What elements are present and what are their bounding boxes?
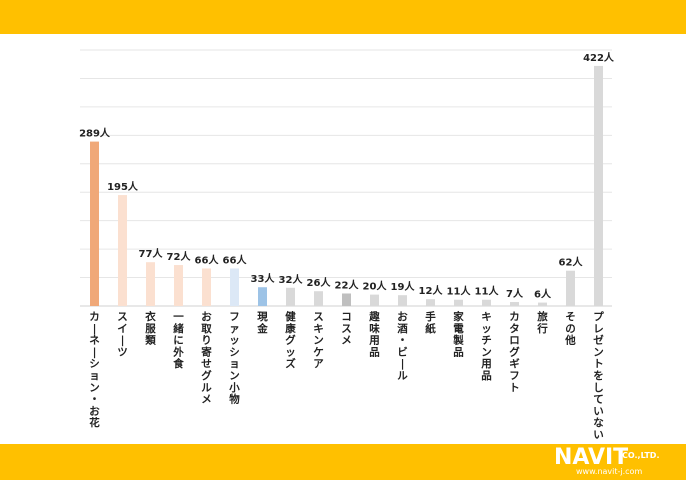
- data-label: 22人: [335, 278, 360, 291]
- category-label: キッチン用品: [480, 311, 492, 382]
- data-label: 12人: [419, 284, 444, 297]
- bar: [314, 291, 323, 306]
- logo-name: NAVIT: [554, 445, 629, 470]
- category-label: 現金: [256, 311, 268, 335]
- logo-url: www.navit-j.com: [576, 467, 643, 476]
- bar: [510, 302, 519, 306]
- bar: [146, 262, 155, 306]
- category-label: スイ|ツ: [117, 311, 128, 358]
- bar: [482, 299, 491, 306]
- top-banner: [0, 0, 686, 34]
- category-label: カ|ネ|ション・お花: [89, 311, 100, 429]
- data-label: 11人: [447, 285, 472, 298]
- navit-logo: NAVIT CO.,LTD. www.navit-j.com: [554, 446, 676, 478]
- bar: [258, 287, 267, 306]
- category-label: お酒・ビ|ル: [397, 311, 408, 382]
- data-label: 33人: [251, 272, 276, 285]
- category-label: スキンケア: [313, 311, 324, 370]
- data-label: 11人: [475, 285, 500, 298]
- data-label: 26人: [307, 276, 332, 289]
- bar: [454, 299, 463, 306]
- data-label: 289人: [79, 127, 111, 140]
- bar: [118, 195, 127, 306]
- bar: [594, 65, 603, 306]
- data-label: 422人: [583, 51, 615, 64]
- category-label: 健康グッズ: [285, 310, 296, 370]
- logo-company-suffix: CO.,LTD.: [622, 451, 660, 460]
- category-label: 一緒に外食: [172, 311, 184, 370]
- bar: [90, 141, 99, 306]
- category-label: 趣味用品: [368, 310, 380, 358]
- data-label: 20人: [363, 280, 388, 293]
- category-label: コスメ: [341, 311, 352, 347]
- data-label: 66人: [195, 253, 220, 266]
- bar: [286, 287, 295, 306]
- category-label: ファッション小物: [228, 311, 240, 406]
- data-label: 77人: [139, 247, 164, 260]
- bar: [538, 302, 547, 306]
- category-label: お取り寄せグルメ: [201, 311, 212, 406]
- data-label: 19人: [391, 280, 416, 293]
- bar: [342, 293, 351, 306]
- category-label: カタログギフト: [509, 311, 520, 394]
- category-label: 旅行: [536, 310, 548, 335]
- bar: [370, 294, 379, 306]
- bar: [566, 270, 575, 306]
- data-label: 195人: [107, 180, 139, 193]
- category-label: プレゼントをしていない: [593, 310, 604, 441]
- category-label: その他: [564, 311, 576, 347]
- bar: [398, 295, 407, 306]
- bar: [174, 265, 183, 306]
- bottom-banner: [0, 444, 686, 480]
- data-label: 66人: [223, 253, 248, 266]
- category-label: 手紙: [425, 310, 436, 335]
- bar: [230, 268, 239, 306]
- category-label: 家電製品: [452, 310, 464, 358]
- bar: [426, 299, 435, 306]
- data-label: 6人: [534, 288, 552, 301]
- data-label: 7人: [506, 287, 524, 300]
- category-label: 衣服類: [144, 310, 156, 347]
- data-label: 62人: [559, 256, 584, 269]
- data-label: 72人: [167, 250, 192, 263]
- data-label: 32人: [279, 273, 304, 286]
- bar: [202, 268, 211, 306]
